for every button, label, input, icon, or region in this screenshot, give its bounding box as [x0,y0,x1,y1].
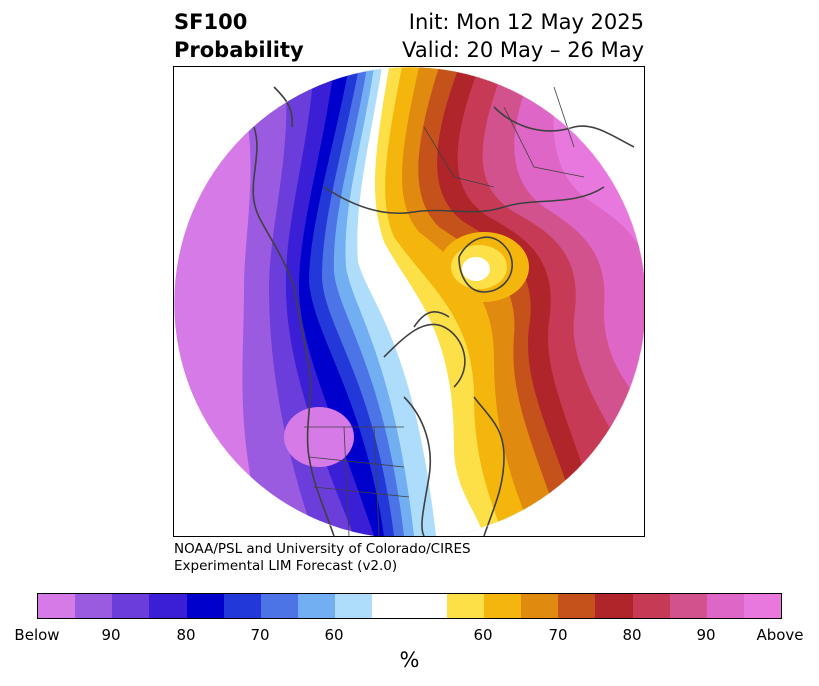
variable-subtitle: Probability [174,38,304,62]
colorbar-tick-label: Above [756,626,804,644]
map-title: SF100 Probability [174,8,304,64]
colorbar-segment [558,594,596,618]
colorbar-tick-label: 80 [622,626,642,644]
colorbar-segment [260,594,299,618]
coastlines [252,86,635,536]
colorbar-segment [595,594,633,618]
colorbar-tick-label: 80 [176,626,196,644]
colorbar-tick-label: 60 [473,626,493,644]
colorbar-tick-label: 90 [101,626,121,644]
colorbar-segment [669,594,707,618]
colorbar-segment [743,594,782,618]
forecast-dates: Init: Mon 12 May 2025 Valid: 20 May – 26… [402,8,644,64]
variable-name: SF100 [174,10,248,34]
valid-range: Valid: 20 May – 26 May [402,38,644,62]
probability-field [174,67,644,536]
colorbar-unit: % [399,648,420,672]
colorbar-tick-label: 60 [324,626,344,644]
probability-map [173,66,645,537]
map-canvas [174,67,644,536]
init-date: Init: Mon 12 May 2025 [408,10,644,34]
credit-line-1: NOAA/PSL and University of Colorado/CIRE… [174,541,471,557]
credit-line-2: Experimental LIM Forecast (v2.0) [174,558,398,574]
colorbar-segment [446,594,484,618]
colorbar-segment [521,594,559,618]
colorbar-tick-label: 70 [250,626,270,644]
colorbar-tick-label: Below [14,626,60,644]
colorbar-segment [38,594,76,618]
borders [304,86,585,536]
colorbar-segment [75,594,113,618]
colorbar-tick-label: 90 [696,626,716,644]
colorbar [37,593,782,619]
colorbar-segment [409,594,447,618]
colorbar-segment [223,594,261,618]
colorbar-segment [298,594,336,618]
colorbar-segment [632,594,670,618]
colorbar-segment [335,594,373,618]
colorbar-segment [112,594,150,618]
colorbar-segment [372,594,410,618]
colorbar-segment [149,594,187,618]
colorbar-segment [483,594,522,618]
colorbar-ticks: Below 90 80 70 60 60 70 80 90 Above [0,626,819,646]
colorbar-tick-label: 70 [548,626,568,644]
colorbar-segment [186,594,224,618]
data-credit: NOAA/PSL and University of Colorado/CIRE… [174,541,471,575]
colorbar-segment [706,594,744,618]
